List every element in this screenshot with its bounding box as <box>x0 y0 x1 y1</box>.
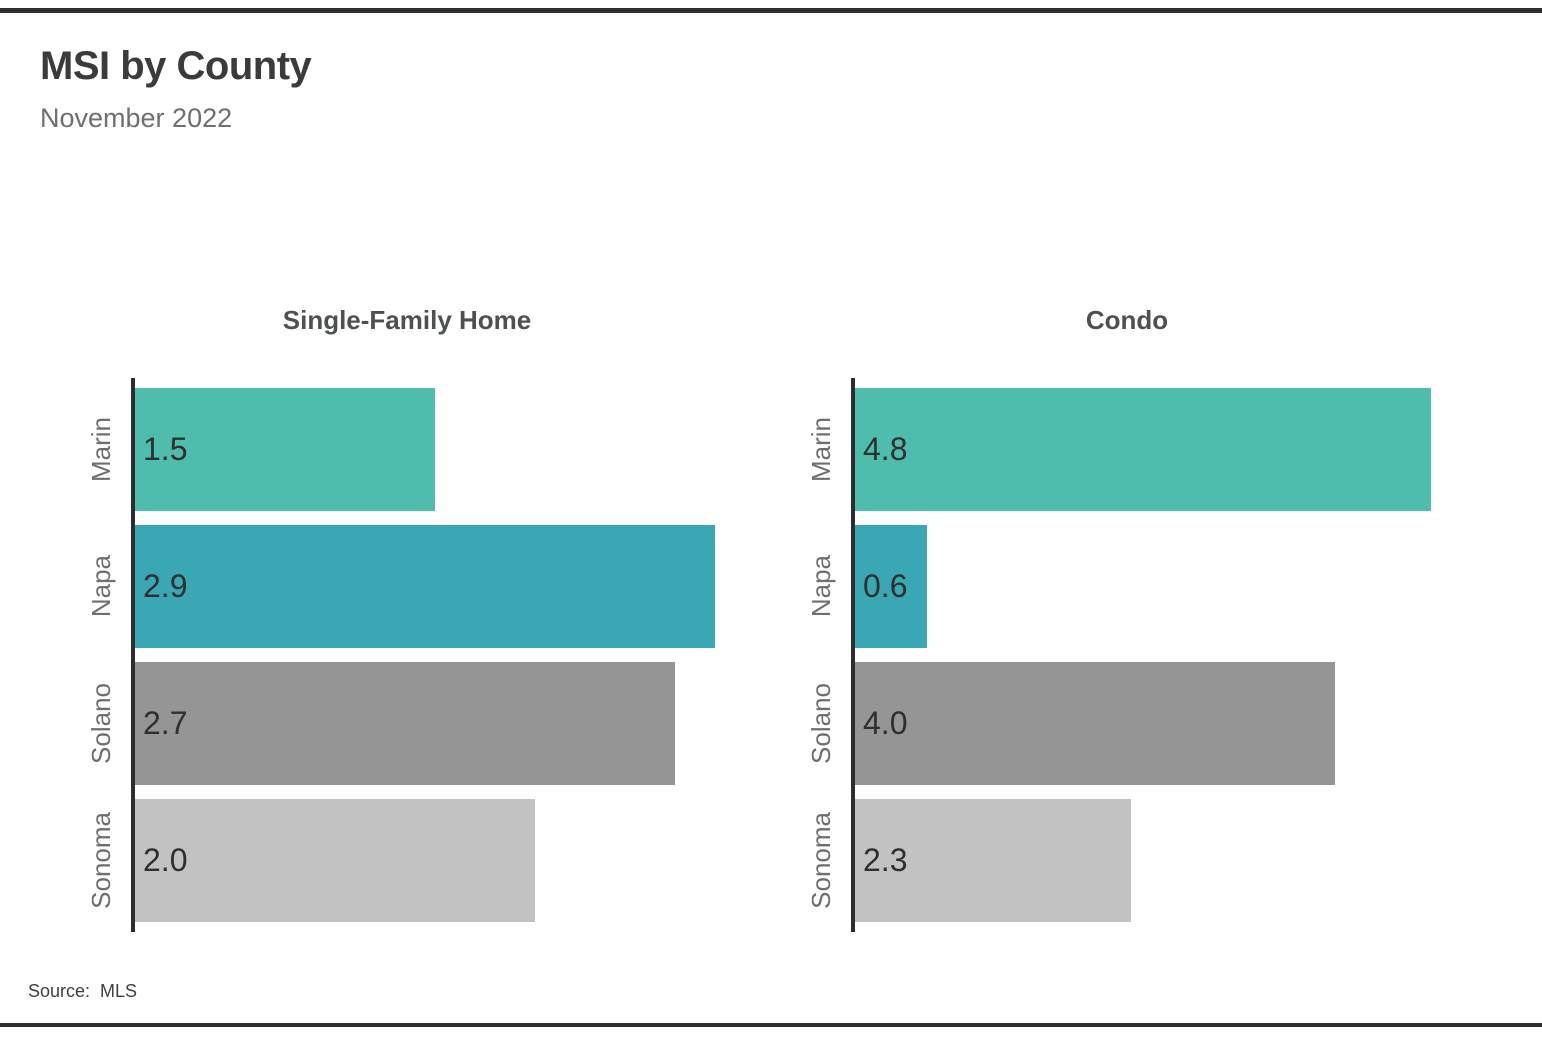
y-axis-line <box>851 378 855 932</box>
bar-napa: 2.9 <box>135 525 715 648</box>
plot-area: Marin Napa Solano Sonoma 1.5 2.9 2.7 2.0 <box>75 378 739 932</box>
bar-value-label: 0.6 <box>863 568 908 604</box>
bar-value-label: 2.3 <box>863 842 908 878</box>
category-label-marin: Marin <box>806 416 836 482</box>
source-value: MLS <box>100 981 138 1001</box>
chart-single-family-home: Single-Family Home Marin Napa Solano Sonoma… <box>75 300 739 932</box>
chart-condo: Condo Marin Napa Solano Sonoma 4.8 0.6 4.0 2.3 <box>795 300 1459 932</box>
bar-row: 2.7 <box>135 662 735 785</box>
bar-value-label: 2.7 <box>143 705 188 741</box>
bar-napa: 0.6 <box>855 525 927 648</box>
category-label-cell: Napa <box>795 525 837 648</box>
category-label-napa: Napa <box>806 555 836 618</box>
category-label-cell: Sonoma <box>795 799 837 922</box>
category-axis-labels: Marin Napa Solano Sonoma <box>75 378 131 932</box>
bar-value-label: 2.0 <box>143 842 188 878</box>
category-label-cell: Solano <box>75 662 117 785</box>
category-label-cell: Marin <box>75 388 117 511</box>
source-attribution: Source: MLS <box>28 981 137 1002</box>
category-label-sonoma: Sonoma <box>806 812 836 909</box>
bar-solano: 4.0 <box>855 662 1335 785</box>
bar-sonoma: 2.3 <box>855 799 1131 922</box>
bar-row: 2.9 <box>135 525 735 648</box>
category-label-solano: Solano <box>86 683 116 764</box>
category-axis-labels: Marin Napa Solano Sonoma <box>795 378 851 932</box>
y-axis-line <box>131 378 135 932</box>
bars-area: 4.8 0.6 4.0 2.3 <box>855 378 1455 932</box>
bar-value-label: 2.9 <box>143 568 188 604</box>
charts-row: Single-Family Home Marin Napa Solano Sonoma… <box>75 300 1459 932</box>
category-label-napa: Napa <box>86 555 116 618</box>
category-label-cell: Napa <box>75 525 117 648</box>
bottom-divider <box>0 1023 1542 1027</box>
report-header: MSI by County November 2022 <box>40 44 312 134</box>
bar-solano: 2.7 <box>135 662 675 785</box>
bar-marin: 4.8 <box>855 388 1431 511</box>
category-label-cell: Sonoma <box>75 799 117 922</box>
top-divider <box>0 8 1542 13</box>
category-label-solano: Solano <box>806 683 836 764</box>
page-subtitle: November 2022 <box>40 103 233 133</box>
bar-row: 2.0 <box>135 799 735 922</box>
bar-row: 0.6 <box>855 525 1455 648</box>
category-label-cell: Marin <box>795 388 837 511</box>
chart-title: Condo <box>1085 305 1169 335</box>
bar-row: 4.8 <box>855 388 1455 511</box>
bar-row: 1.5 <box>135 388 735 511</box>
bar-row: 4.0 <box>855 662 1455 785</box>
bar-sonoma: 2.0 <box>135 799 535 922</box>
category-label-marin: Marin <box>86 416 116 482</box>
chart-title: Single-Family Home <box>282 305 532 335</box>
page-title: MSI by County <box>40 44 312 88</box>
category-label-cell: Solano <box>795 662 837 785</box>
bar-value-label: 4.0 <box>863 705 908 741</box>
bar-row: 2.3 <box>855 799 1455 922</box>
category-label-sonoma: Sonoma <box>86 812 116 909</box>
plot-area: Marin Napa Solano Sonoma 4.8 0.6 4.0 2.3 <box>795 378 1459 932</box>
bars-area: 1.5 2.9 2.7 2.0 <box>135 378 735 932</box>
bar-value-label: 1.5 <box>143 431 188 467</box>
bar-marin: 1.5 <box>135 388 435 511</box>
bar-value-label: 4.8 <box>863 431 908 467</box>
source-label: Source: <box>28 981 91 1001</box>
